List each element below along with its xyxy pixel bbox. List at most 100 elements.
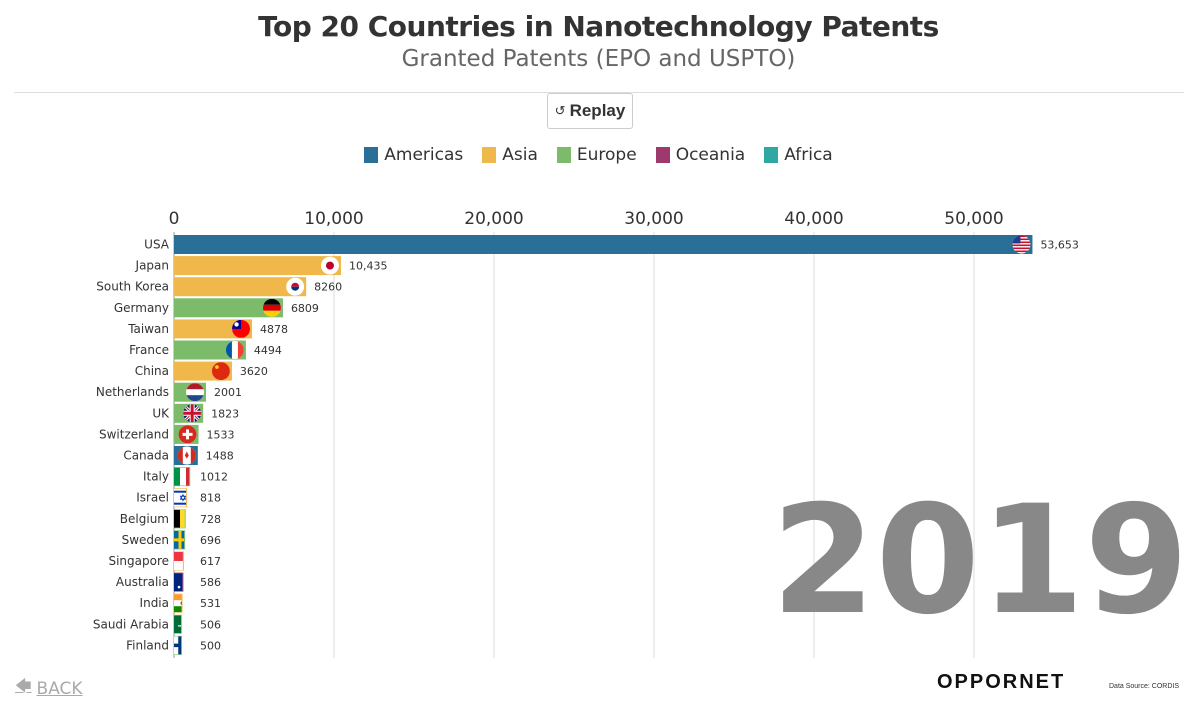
- bar-row: Switzerland 1533: [99, 424, 235, 444]
- bar-row: UK 1823: [152, 403, 239, 423]
- category-label: Germany: [114, 301, 169, 315]
- bar-row: Singapore 617: [108, 551, 221, 571]
- bar[interactable]: [174, 256, 341, 276]
- value-label: 728: [200, 513, 221, 526]
- category-label: Australia: [116, 575, 169, 589]
- value-label: 586: [200, 576, 221, 589]
- category-label: Japan: [135, 259, 169, 273]
- ch-flag-icon: [178, 425, 197, 444]
- il-flag-icon: [174, 488, 187, 507]
- value-label: 4494: [254, 344, 282, 357]
- data-source: Data Source: CORDIS: [1109, 683, 1180, 690]
- legend-item-americas[interactable]: Americas: [364, 145, 463, 165]
- legend-label: Americas: [384, 145, 464, 165]
- legend-label: Africa: [784, 145, 833, 165]
- bar-row: Japan 10,435: [135, 256, 388, 276]
- bar-row: Finland 500: [126, 635, 221, 655]
- jp-flag-icon: [320, 256, 339, 275]
- bar[interactable]: [174, 235, 1033, 254]
- category-label: Israel: [136, 491, 169, 505]
- category-label: Belgium: [120, 512, 169, 526]
- value-label: 1012: [200, 471, 228, 484]
- replay-button[interactable]: ↺ Replay: [547, 93, 633, 129]
- sa-flag-icon: [174, 615, 182, 634]
- value-label: 2001: [214, 386, 242, 399]
- category-label: Switzerland: [99, 427, 169, 441]
- legend-item-europe[interactable]: Europe: [556, 145, 637, 165]
- value-label: 3620: [240, 365, 268, 378]
- bar-row: China 3620: [135, 361, 268, 381]
- back-link[interactable]: 🡄 BACK: [15, 675, 83, 702]
- value-label: 531: [200, 597, 221, 610]
- fi-flag-icon: [174, 636, 181, 655]
- bars: USA 53,653 Japan 10,435 South Korea 8260 Germa…: [93, 235, 1079, 655]
- legend-swatch-asia: [482, 147, 497, 163]
- x-tick-label: 50,000: [944, 209, 1003, 229]
- bar-row: France 4494: [129, 340, 282, 360]
- category-label: South Korea: [96, 280, 169, 294]
- legend-item-oceania[interactable]: Oceania: [655, 145, 745, 165]
- x-tick-label: 40,000: [784, 209, 843, 229]
- legend-item-africa[interactable]: Africa: [764, 145, 833, 165]
- bar-row: Saudi Arabia 506: [93, 614, 221, 634]
- fr-flag-icon: [225, 341, 244, 359]
- bar-row: Germany 6809: [114, 298, 319, 318]
- category-label: Saudi Arabia: [93, 617, 169, 631]
- bar-row: Sweden 696: [122, 530, 221, 550]
- value-label: 1823: [211, 407, 239, 420]
- bar-row: Israel 818: [136, 488, 221, 508]
- be-flag-icon: [174, 509, 185, 528]
- us-flag-icon: [1012, 235, 1031, 254]
- bar[interactable]: [174, 319, 253, 339]
- bar-row: Taiwan 4878: [127, 319, 288, 339]
- bar[interactable]: [174, 277, 307, 297]
- x-axis: 0 10,000 20,000 30,000 40,000 50,000: [169, 209, 1004, 229]
- value-label: 1488: [206, 450, 234, 463]
- value-label: 506: [200, 618, 221, 631]
- value-label: 696: [200, 534, 221, 547]
- bar-row: India 531: [140, 593, 221, 613]
- category-label: Canada: [123, 449, 169, 463]
- legend-swatch-africa: [764, 147, 779, 163]
- value-label: 617: [200, 555, 221, 568]
- back-label: BACK: [36, 678, 83, 699]
- de-flag-icon: [262, 298, 281, 317]
- bar-row: South Korea 8260: [96, 277, 342, 297]
- category-label: Taiwan: [127, 322, 169, 336]
- legend-item-asia[interactable]: Asia: [482, 145, 538, 165]
- x-tick-label: 20,000: [464, 209, 523, 229]
- x-tick-label: 0: [169, 209, 180, 229]
- value-label: 6809: [291, 302, 319, 315]
- legend-swatch-oceania: [655, 147, 670, 163]
- category-label: Sweden: [122, 533, 169, 547]
- sg-flag-icon: [174, 552, 183, 570]
- bar[interactable]: [174, 298, 283, 318]
- kr-flag-icon: [286, 277, 305, 296]
- arrow-left-icon: 🡄: [15, 676, 32, 695]
- value-label: 500: [200, 639, 221, 652]
- se-flag-icon: [174, 530, 185, 549]
- x-tick-label: 30,000: [624, 209, 683, 229]
- value-label: 10,435: [349, 260, 388, 273]
- bar-row: USA 53,653: [144, 235, 1079, 254]
- legend-swatch-europe: [556, 147, 571, 163]
- value-label: 53,653: [1040, 239, 1079, 252]
- year-label: 2019: [771, 474, 1188, 648]
- header-divider: [14, 92, 1184, 93]
- ca-flag-icon: [177, 446, 196, 465]
- category-label: USA: [144, 238, 170, 252]
- bar-row: Belgium 728: [120, 509, 221, 529]
- legend: Americas Asia Europe Oceania Africa: [0, 145, 1197, 165]
- x-tick-label: 10,000: [304, 209, 363, 229]
- category-label: Finland: [126, 638, 169, 652]
- category-label: France: [129, 343, 169, 357]
- legend-swatch-americas: [364, 147, 379, 163]
- category-label: Italy: [143, 470, 169, 484]
- cn-flag-icon: [211, 362, 230, 381]
- tw-flag-icon: [232, 319, 251, 338]
- replay-label: Replay: [569, 101, 626, 120]
- chart-subtitle: Granted Patents (EPO and USPTO): [401, 46, 796, 72]
- value-label: 1533: [207, 428, 235, 441]
- it-flag-icon: [174, 467, 190, 486]
